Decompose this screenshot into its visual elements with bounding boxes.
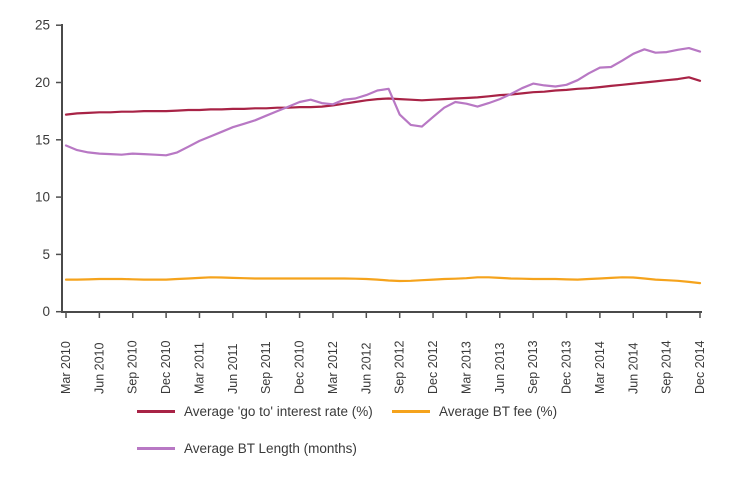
x-tick-label: Sep 2011 xyxy=(259,341,273,394)
x-tick-label: Jun 2012 xyxy=(359,343,373,394)
legend-item-2: Average BT fee (%) xyxy=(392,402,557,420)
legend-label: Average BT fee (%) xyxy=(439,403,558,419)
chart-plot-area: 0 5 10 15 20 25 Mar 2010 Jun 2010 Sep 2010 Dec 20… xyxy=(35,18,707,394)
x-tick-label: Jun 2011 xyxy=(226,343,240,394)
series-line-1 xyxy=(64,76,702,116)
legend-line-swatch xyxy=(137,409,175,413)
x-tick-label: Sep 2010 xyxy=(126,340,140,394)
series-line-2 xyxy=(64,276,702,285)
y-tick-label: 25 xyxy=(35,18,50,33)
legend-line-swatch xyxy=(137,446,175,450)
x-tick-label: Dec 2014 xyxy=(693,340,707,394)
y-tick-label: 15 xyxy=(35,132,50,147)
x-tick-label: Jun 2013 xyxy=(493,343,507,394)
x-tick-label: Dec 2013 xyxy=(560,340,574,394)
x-tick-label: Sep 2013 xyxy=(526,340,540,394)
x-tick-label: Mar 2010 xyxy=(59,341,73,394)
x-tick-label: Jun 2014 xyxy=(626,343,640,394)
y-tick-label: 0 xyxy=(42,304,50,319)
x-tick-label: Dec 2010 xyxy=(293,340,307,394)
chart-legend: Average 'go to' interest rate (%) Average… xyxy=(0,398,740,484)
x-tick-label: Sep 2014 xyxy=(660,340,674,394)
x-tick-label: Mar 2012 xyxy=(326,341,340,394)
x-tick-label: Jun 2010 xyxy=(92,343,106,394)
legend-item-1: Average 'go to' interest rate (%) xyxy=(137,402,373,420)
x-tick-label: Mar 2013 xyxy=(459,341,473,394)
legend-line-swatch xyxy=(392,409,430,413)
y-tick-label: 20 xyxy=(35,75,50,90)
x-tick-label: Dec 2010 xyxy=(159,340,173,394)
x-tick-label: Mar 2011 xyxy=(192,342,206,394)
y-tick-label: 10 xyxy=(35,190,50,205)
y-tick-label: 5 xyxy=(42,247,50,262)
x-tick-label: Dec 2012 xyxy=(426,340,440,394)
series-line-3 xyxy=(64,46,702,157)
x-tick-label: Sep 2012 xyxy=(393,340,407,394)
legend-label: Average 'go to' interest rate (%) xyxy=(184,403,373,419)
legend-label: Average BT Length (months) xyxy=(184,440,357,456)
x-tick-label: Mar 2014 xyxy=(593,341,607,394)
legend-item-3: Average BT Length (months) xyxy=(137,439,357,457)
